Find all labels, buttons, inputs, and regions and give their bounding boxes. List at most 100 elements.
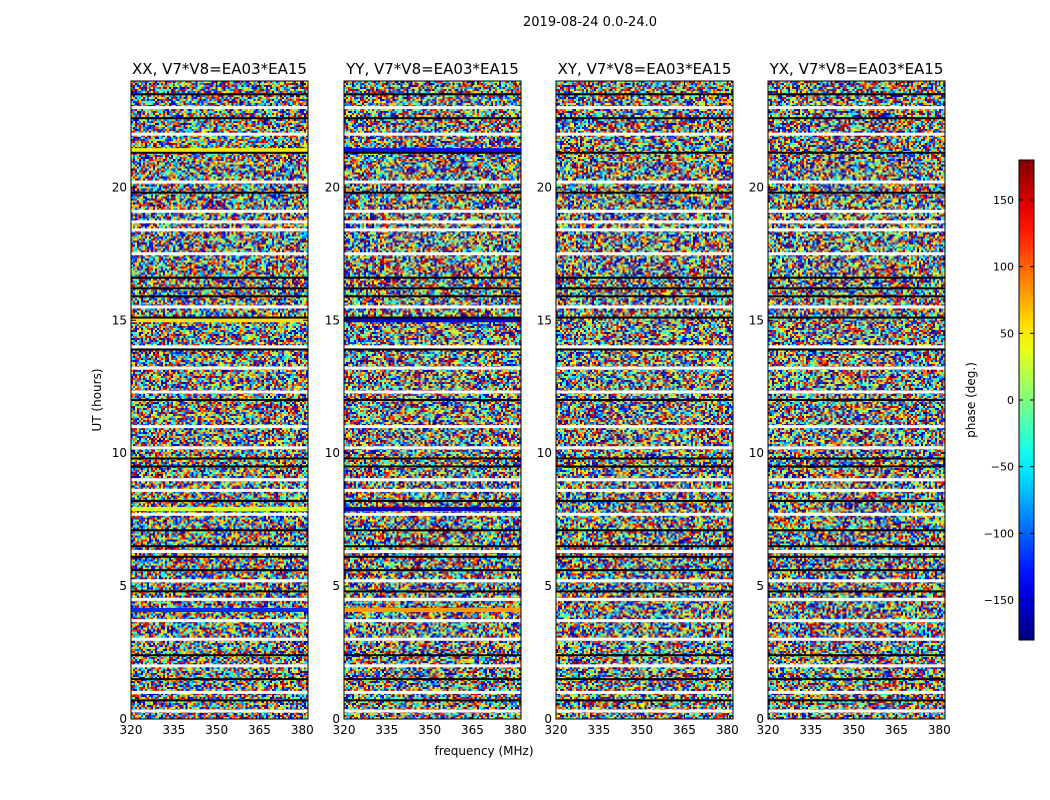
x-tick-label: 335 <box>162 723 185 737</box>
coherent-stripe <box>344 318 521 323</box>
x-tick-label: 320 <box>333 723 356 737</box>
y-axis-label: UT (hours) <box>90 368 104 431</box>
flag-white-gap <box>131 512 308 516</box>
x-tick-label: 380 <box>928 723 951 737</box>
flag-black-line <box>131 569 308 572</box>
flag-black-line <box>131 191 308 194</box>
flag-white-gap <box>556 220 733 224</box>
flag-black-line <box>131 678 308 681</box>
y-tick-label: 20 <box>749 180 764 194</box>
flag-white-gap <box>556 366 733 370</box>
flag-black-line <box>768 117 945 120</box>
panel-plot-area <box>344 81 521 719</box>
y-tick-label: 15 <box>112 313 127 327</box>
flag-black-line <box>131 399 308 401</box>
flag-black-line <box>768 276 945 279</box>
flag-white-gap <box>556 664 733 668</box>
flag-white-gap <box>131 446 308 450</box>
flag-white-gap <box>131 106 308 110</box>
flag-white-gap <box>556 619 733 623</box>
x-tick-label: 365 <box>673 723 696 737</box>
flag-white-gap <box>768 180 945 184</box>
x-tick-label: 350 <box>205 723 228 737</box>
flag-white-gap <box>344 345 521 349</box>
flag-black-line <box>344 654 521 657</box>
flag-white-gap <box>344 305 521 309</box>
flag-black-line <box>131 457 308 460</box>
flag-white-gap <box>131 228 308 232</box>
flag-white-gap <box>344 664 521 668</box>
flag-white-gap <box>344 252 521 256</box>
flag-black-line <box>556 117 733 120</box>
flag-white-gap <box>556 106 733 110</box>
y-tick-label: 10 <box>325 446 340 460</box>
flag-white-gap <box>556 488 733 492</box>
flag-black-line <box>344 348 521 351</box>
flag-black-line <box>556 555 733 558</box>
flag-white-gap <box>131 305 308 309</box>
flag-white-gap <box>131 550 308 554</box>
flag-white-gap <box>556 579 733 583</box>
flag-black-line <box>556 287 733 290</box>
flag-white-gap <box>768 228 945 232</box>
flag-white-gap <box>344 132 521 136</box>
x-tick-label: 350 <box>418 723 441 737</box>
flag-white-gap <box>768 512 945 516</box>
flag-black-line <box>556 191 733 194</box>
flag-white-gap <box>768 345 945 349</box>
flag-white-gap <box>344 446 521 450</box>
flag-white-gap <box>344 619 521 623</box>
colorbar: −150 −100 −50 0 50 100 150 <box>984 159 1035 641</box>
flag-white-gap <box>131 390 308 394</box>
x-tick-label: 365 <box>248 723 271 737</box>
flag-black-line <box>768 654 945 657</box>
flag-white-gap <box>344 550 521 554</box>
colorbar-tick-label: 150 <box>993 194 1014 207</box>
flag-black-line <box>344 276 521 279</box>
x-tick-label: 380 <box>291 723 314 737</box>
flag-black-line <box>344 699 521 702</box>
flag-white-gap <box>556 209 733 213</box>
flag-black-line <box>768 699 945 702</box>
flag-black-line <box>131 348 308 351</box>
panel-frame <box>555 80 734 720</box>
flag-black-line <box>131 287 308 290</box>
flag-black-line <box>131 465 308 468</box>
figure-suptitle: 2019-08-24 0.0-24.0 <box>523 15 657 30</box>
flag-white-gap <box>768 550 945 554</box>
flag-white-gap <box>556 478 733 482</box>
flag-black-line <box>556 295 733 298</box>
flag-black-line <box>344 295 521 298</box>
y-tick-label: 5 <box>756 579 764 593</box>
flag-black-line <box>768 316 945 319</box>
colorbar-tick-label: 100 <box>993 261 1014 274</box>
flag-white-gap <box>344 637 521 641</box>
flag-white-gap <box>768 579 945 583</box>
y-tick-label: 5 <box>332 579 340 593</box>
flag-black-line <box>344 569 521 572</box>
flag-black-line <box>344 545 521 548</box>
flag-black-line <box>556 545 733 548</box>
flag-black-line <box>344 191 521 194</box>
colorbar-tick-label: 50 <box>1000 327 1014 340</box>
flag-white-gap <box>768 209 945 213</box>
flag-black-line <box>131 545 308 548</box>
flag-black-line <box>556 348 733 351</box>
flag-white-gap <box>556 390 733 394</box>
flag-white-gap <box>556 132 733 136</box>
flag-black-line <box>131 151 308 154</box>
flag-white-gap <box>131 619 308 623</box>
flag-black-line <box>344 465 521 468</box>
flag-white-gap <box>131 579 308 583</box>
panel-plot-area <box>131 81 308 719</box>
flag-black-line <box>768 191 945 194</box>
flag-black-line <box>556 654 733 657</box>
flag-black-line <box>556 500 733 503</box>
flag-black-line <box>768 465 945 468</box>
flag-black-line <box>556 699 733 702</box>
y-tick-label: 0 <box>119 712 127 726</box>
flag-white-gap <box>556 228 733 232</box>
flag-white-gap <box>131 690 308 694</box>
flag-white-gap <box>131 597 308 601</box>
flag-black-line <box>131 555 308 558</box>
